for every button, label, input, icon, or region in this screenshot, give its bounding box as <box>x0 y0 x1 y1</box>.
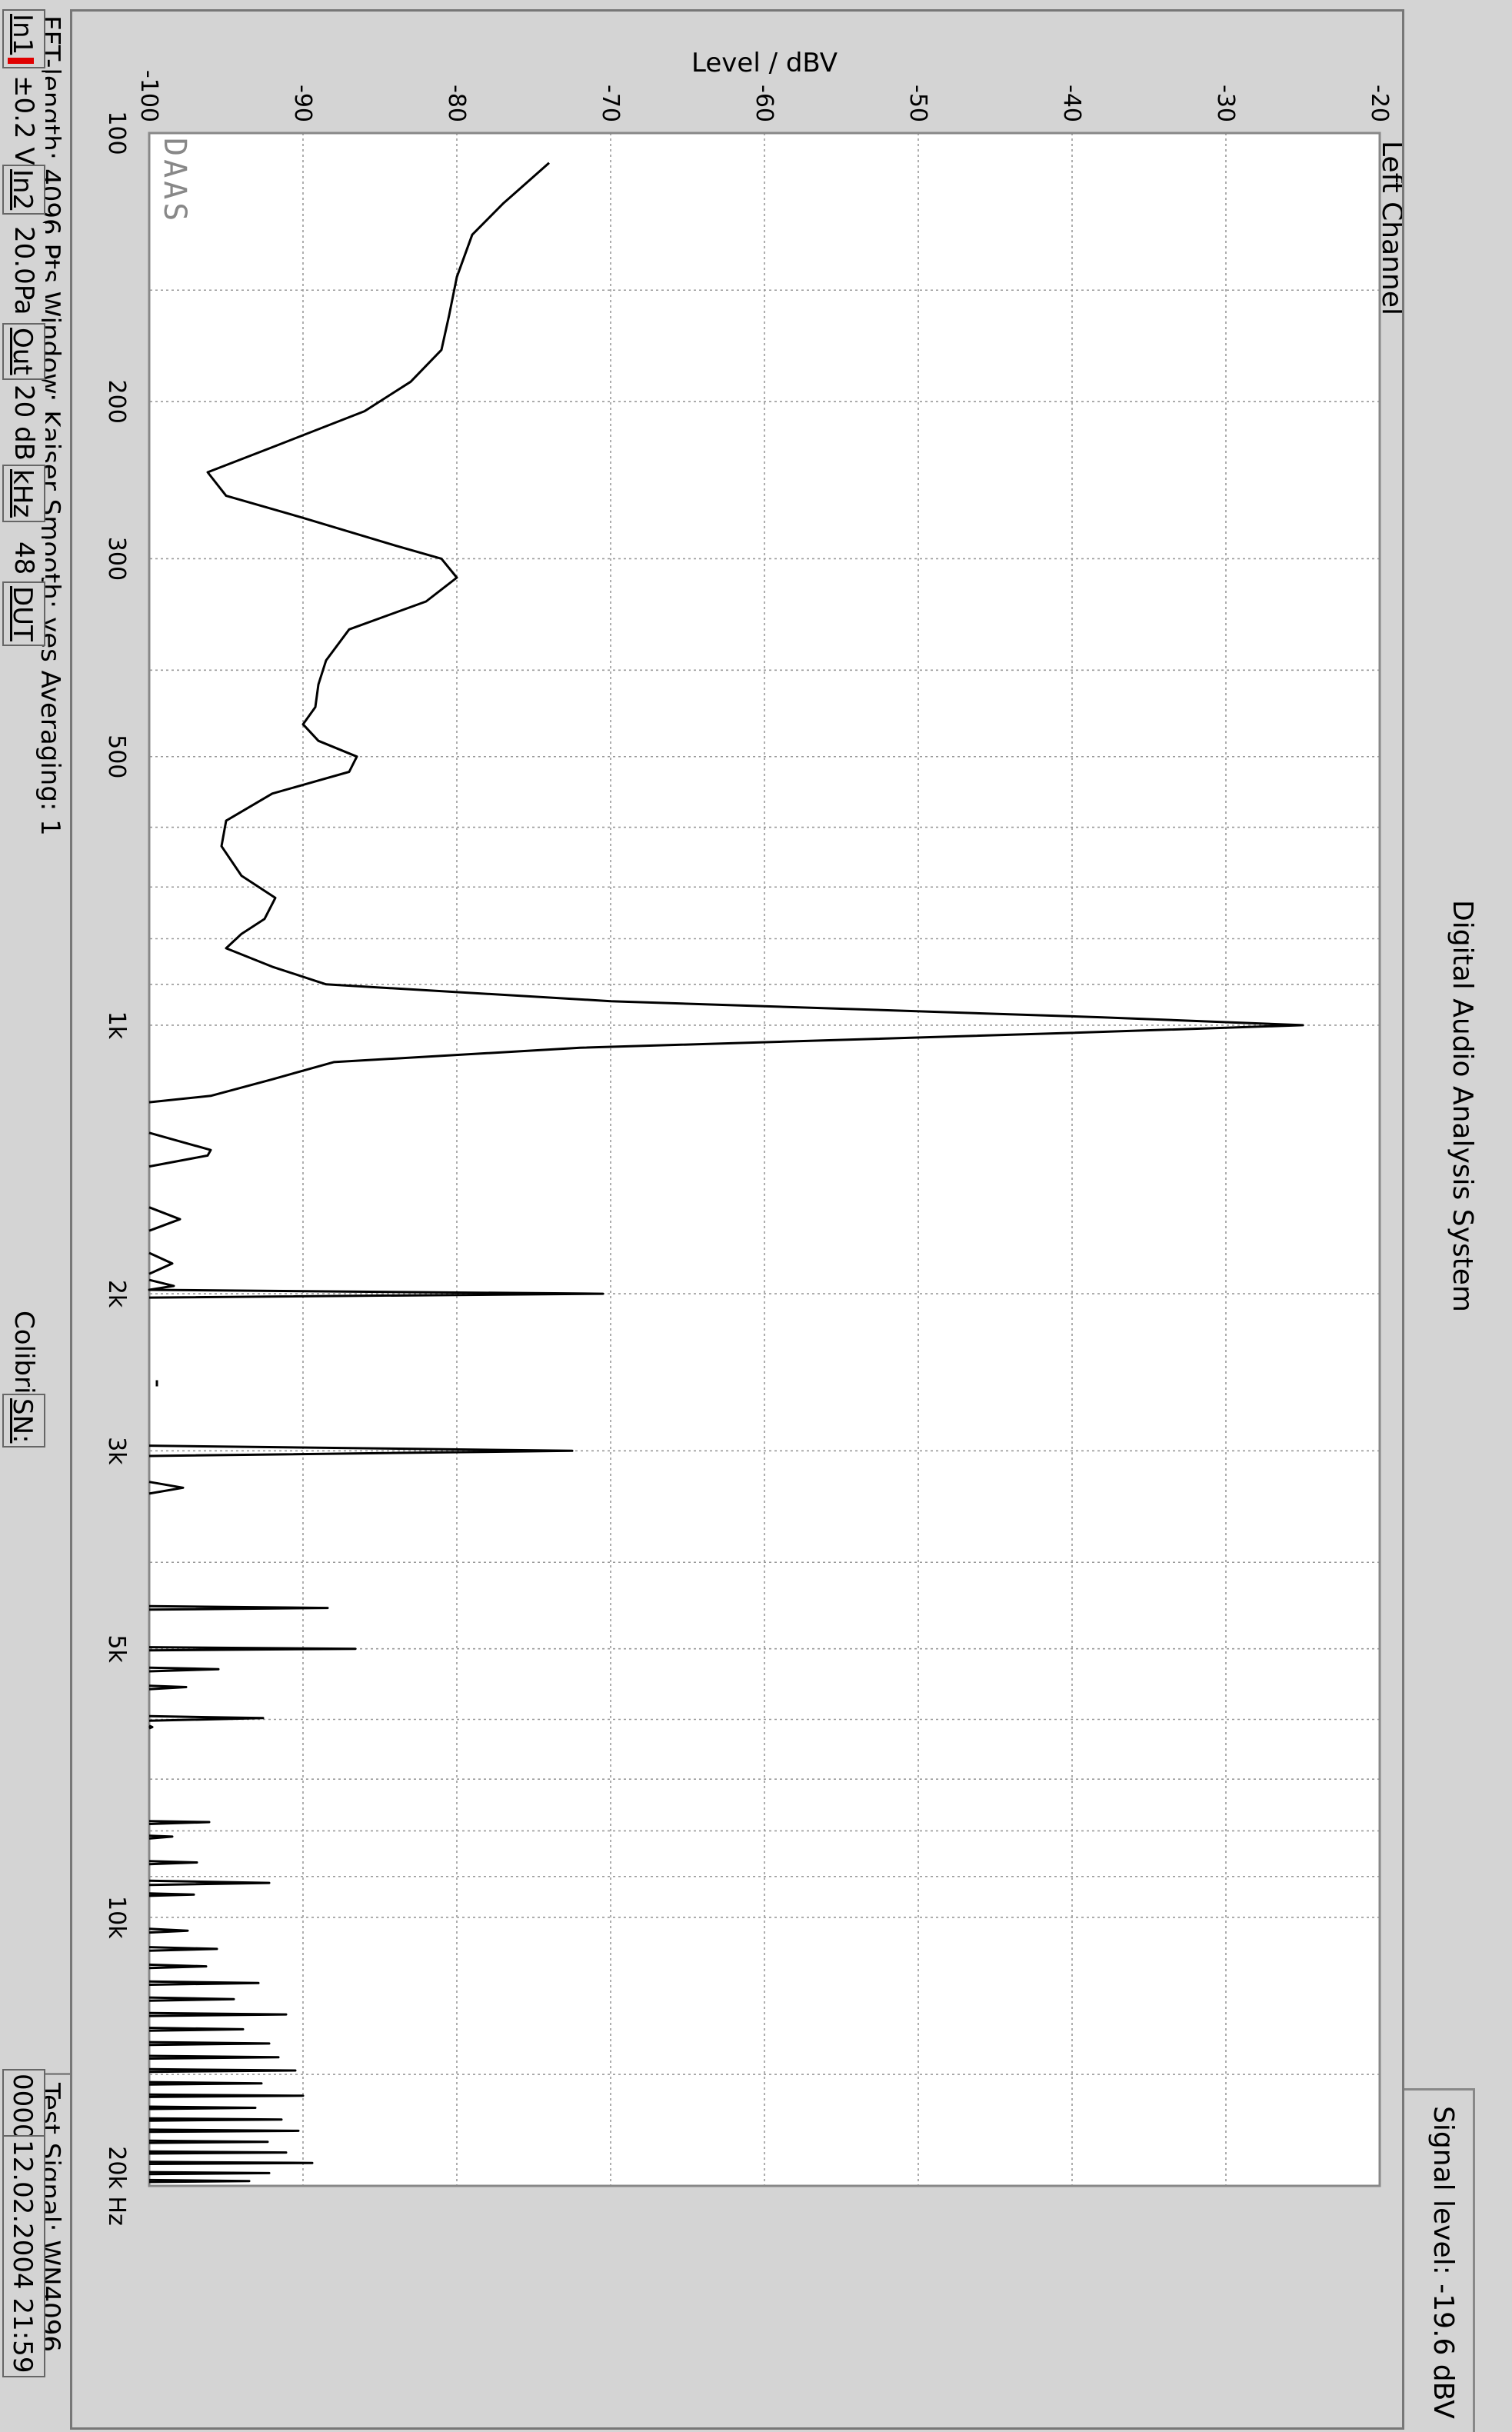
plot-panel: 100 200 300 500 1k 2k 3k 5k 10k 20k Hz -100 -90 -80 -… <box>70 9 1404 2430</box>
spectrum-chart: 100 200 300 500 1k 2k 3k 5k 10k 20k Hz -100 -90 -80 -… <box>103 48 1402 2226</box>
x-tick-label: 200 <box>103 380 130 424</box>
window-title: Digital Audio Analysis System <box>1447 900 1478 1312</box>
spectrum-line <box>148 1834 174 1840</box>
spectrum-line <box>148 1251 174 1275</box>
spectrum-line <box>148 1860 198 1866</box>
out-button[interactable]: Out <box>2 323 45 380</box>
x-tick-label: 10k <box>103 1896 130 1939</box>
spectrum-line <box>148 1946 218 1952</box>
signal-level-box: Signal level: -19.6 dBV <box>1404 2088 1475 2432</box>
spectrum-line <box>148 2105 257 2111</box>
x-tick-label: 300 <box>103 537 130 581</box>
spectrum-line <box>148 1481 185 1495</box>
in1-label: In1 <box>7 14 38 55</box>
in2-button[interactable]: In2 <box>2 165 45 215</box>
y-tick-label: -90 <box>289 85 316 122</box>
spectrum-line <box>148 1278 604 1299</box>
plot-frame <box>148 132 1381 2187</box>
y-tick-label: -100 <box>135 70 162 122</box>
y-tick-label: -20 <box>1366 85 1393 122</box>
spectrum-line <box>148 2150 288 2155</box>
status-toolbar: In1 ±0.2 V In2 20.0Pa Out 20 dB kHz 48 D… <box>0 0 45 2430</box>
spectrum-line <box>148 1820 211 1825</box>
spectrum-line <box>148 2117 283 2122</box>
counter-label: 0000 <box>7 2074 38 2140</box>
x-tick-label: 20k Hz <box>103 2146 130 2225</box>
datetime-label: 12.02.2004 21:59 <box>7 2140 38 2374</box>
khz-button[interactable]: kHz <box>2 465 45 523</box>
spectrum-line <box>148 1684 188 1691</box>
in2-range-label: 20.0Pa <box>8 226 39 315</box>
out-level-label: 20 dB <box>8 385 39 461</box>
device-name: Colibri <box>2 1308 45 1398</box>
dut-label: DUT <box>7 586 38 641</box>
counter-field: 0000 <box>2 2069 45 2145</box>
spectrum-line <box>148 1980 260 1986</box>
spectrum-line <box>148 2027 245 2032</box>
spectrum-line <box>148 1666 220 1673</box>
spectrum-line <box>148 2041 271 2047</box>
spectrum-line <box>148 1996 235 2002</box>
y-tick-label: -30 <box>1212 85 1239 122</box>
x-tick-label: 500 <box>103 735 130 778</box>
spectrum-line <box>148 2054 280 2060</box>
in1-button[interactable]: In1 <box>2 9 45 69</box>
x-tick-label: 3k <box>103 1437 130 1465</box>
in2-label: In2 <box>7 169 38 211</box>
spectrum-line <box>148 2160 314 2165</box>
spectrum-line <box>148 2093 305 2098</box>
out-label: Out <box>7 328 38 375</box>
y-tick-label: -70 <box>597 85 624 122</box>
khz-label: kHz <box>7 469 38 518</box>
spectrum-line <box>148 1131 212 1168</box>
spectrum-line <box>148 1714 265 1722</box>
x-tick-label: 1k <box>103 1011 130 1040</box>
chart-title: Left Channel <box>1376 141 1402 315</box>
in1-active-marker <box>8 58 35 65</box>
spectrum-line <box>148 1724 154 1730</box>
spectrum-line <box>148 2178 251 2184</box>
spectrum-line <box>148 1646 357 1652</box>
spectrum-line <box>148 1927 189 1934</box>
daas-watermark: DAAS <box>157 138 192 224</box>
spectrum-line <box>148 2081 263 2086</box>
spectrum-line <box>148 1206 182 1232</box>
x-tick-label: 100 <box>103 111 130 155</box>
device-label: Colibri <box>8 1311 39 1394</box>
spectrum-line <box>148 2011 288 2017</box>
y-tick-label: -40 <box>1058 85 1085 122</box>
x-tick-label: 2k <box>103 1280 130 1308</box>
spectrum-line <box>148 1604 329 1611</box>
spectrum-line <box>148 2139 269 2144</box>
y-tick-label: -80 <box>443 85 470 122</box>
spectrum-line <box>148 1444 574 1458</box>
rate-label: 48 <box>8 541 39 575</box>
in1-range-button[interactable]: ±0.2 V <box>2 72 45 168</box>
in1-range-label: ±0.2 V <box>8 75 39 165</box>
in2-range-button[interactable]: 20.0Pa <box>2 223 45 318</box>
spectrum-line <box>148 2128 300 2134</box>
y-tick-label: -50 <box>904 85 931 122</box>
datetime-field: 12.02.2004 21:59 <box>2 2135 45 2378</box>
x-tick-label: 5k <box>103 1634 130 1663</box>
rate-value: 48 <box>2 538 45 578</box>
out-level-button[interactable]: 20 dB <box>2 381 45 464</box>
spectrum-line <box>148 2170 271 2176</box>
spectrum-line <box>148 1892 195 1897</box>
signal-level-readout: Signal level: -19.6 dBV <box>1427 2106 1459 2419</box>
spectrum-line <box>148 162 1304 1104</box>
spectrum-line <box>148 2067 297 2074</box>
y-axis-label: Level / dBV <box>691 48 838 78</box>
spectrum-line <box>148 1963 208 1970</box>
sn-button[interactable]: SN: <box>2 1394 45 1448</box>
header-band: Digital Audio Analysis System Signal lev… <box>1404 0 1512 2432</box>
spectrum-line <box>148 1879 271 1887</box>
sn-label: SN: <box>7 1398 38 1444</box>
dut-button[interactable]: DUT <box>2 581 45 646</box>
y-tick-label: -60 <box>751 85 778 122</box>
